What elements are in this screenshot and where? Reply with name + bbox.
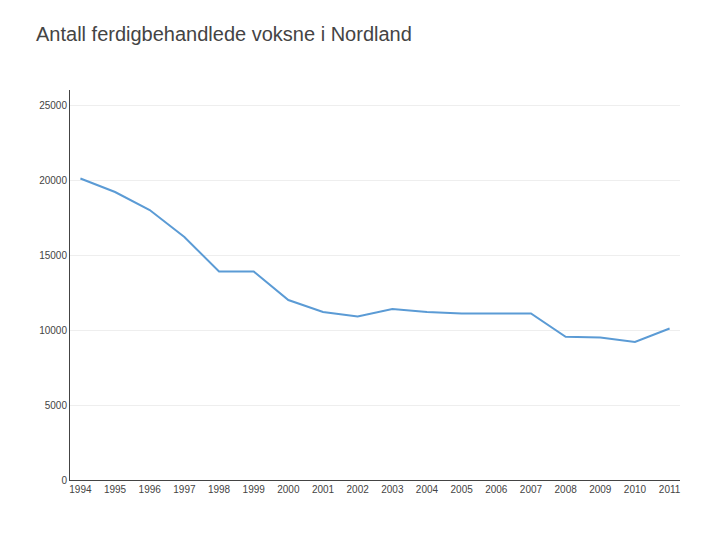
svg-text:2002: 2002 <box>347 484 370 495</box>
svg-text:2011: 2011 <box>659 484 681 495</box>
svg-text:2007: 2007 <box>520 484 543 495</box>
svg-text:25000: 25000 <box>39 100 67 111</box>
svg-text:1995: 1995 <box>104 484 127 495</box>
svg-text:1994: 1994 <box>69 484 92 495</box>
svg-text:2000: 2000 <box>277 484 300 495</box>
svg-text:5000: 5000 <box>45 400 68 411</box>
svg-text:2010: 2010 <box>624 484 647 495</box>
svg-text:2008: 2008 <box>555 484 578 495</box>
svg-text:Antall ferdigbehandlede voksne: Antall ferdigbehandlede voksne i Nordlan… <box>36 23 412 45</box>
svg-text:2006: 2006 <box>485 484 508 495</box>
svg-text:20000: 20000 <box>39 175 67 186</box>
svg-text:2005: 2005 <box>451 484 474 495</box>
svg-text:1999: 1999 <box>243 484 266 495</box>
svg-text:1998: 1998 <box>208 484 231 495</box>
svg-text:2001: 2001 <box>312 484 335 495</box>
svg-text:1996: 1996 <box>139 484 162 495</box>
svg-text:0: 0 <box>61 475 67 486</box>
svg-text:2009: 2009 <box>589 484 612 495</box>
svg-text:1997: 1997 <box>173 484 196 495</box>
svg-text:15000: 15000 <box>39 250 67 261</box>
svg-text:10000: 10000 <box>39 325 67 336</box>
svg-text:2004: 2004 <box>416 484 439 495</box>
svg-text:2003: 2003 <box>381 484 404 495</box>
